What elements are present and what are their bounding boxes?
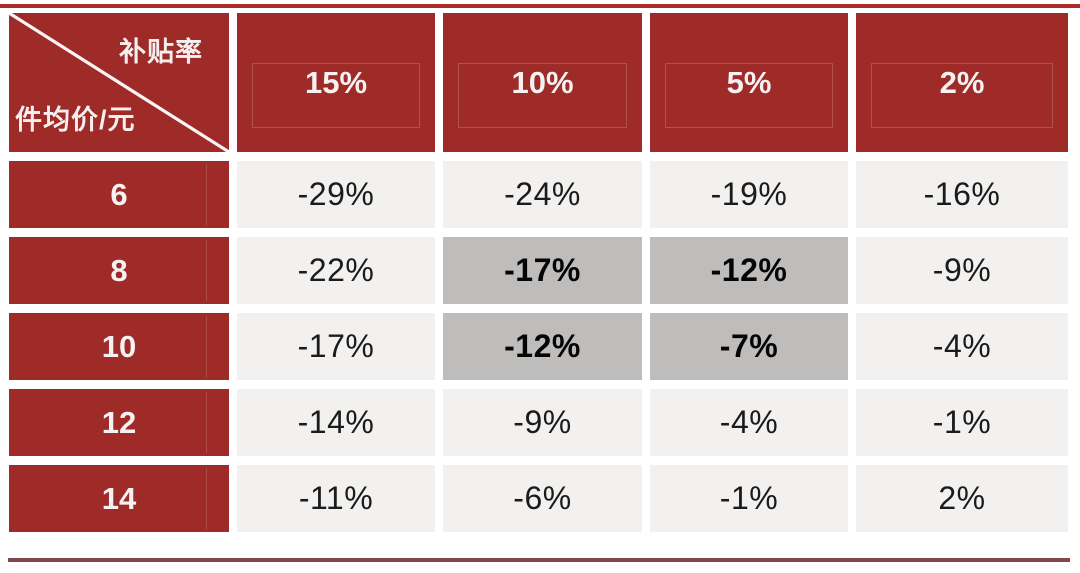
data-cell-r3-c0: -14% [237, 389, 435, 456]
data-cell-r3-c1: -9% [443, 389, 642, 456]
data-cell-r0-c2: -19% [650, 161, 848, 228]
diagonal-divider-icon [9, 13, 229, 152]
corner-top-label: 补贴率 [119, 37, 203, 67]
matrix-table: 补贴率 件均价/元 15% 10% 5% 2% 6 -29% -24% -19% -16% 8 -2… [9, 13, 1068, 532]
data-cell-r0-c3: -16% [856, 161, 1068, 228]
data-cell-r3-c2: -4% [650, 389, 848, 456]
data-cell-r2-c2: -7% [650, 313, 848, 380]
data-cell-r1-c0: -22% [237, 237, 435, 304]
data-cell-r3-c3: -1% [856, 389, 1068, 456]
column-header-5%: 5% [650, 13, 848, 152]
row-header-12: 12 [9, 389, 229, 456]
data-cell-r0-c0: -29% [237, 161, 435, 228]
data-cell-r2-c0: -17% [237, 313, 435, 380]
data-cell-r4-c1: -6% [443, 465, 642, 532]
data-cell-r4-c2: -1% [650, 465, 848, 532]
row-header-10: 10 [9, 313, 229, 380]
column-header-2%: 2% [856, 13, 1068, 152]
data-cell-r0-c1: -24% [443, 161, 642, 228]
bottom-rule [8, 558, 1070, 562]
row-header-14: 14 [9, 465, 229, 532]
column-header-15%: 15% [237, 13, 435, 152]
corner-bottom-label: 件均价/元 [15, 105, 136, 135]
data-cell-r4-c3: 2% [856, 465, 1068, 532]
column-header-10%: 10% [443, 13, 642, 152]
data-cell-r4-c0: -11% [237, 465, 435, 532]
data-cell-r1-c3: -9% [856, 237, 1068, 304]
data-cell-r1-c2: -12% [650, 237, 848, 304]
data-cell-r2-c1: -12% [443, 313, 642, 380]
row-header-8: 8 [9, 237, 229, 304]
data-cell-r2-c3: -4% [856, 313, 1068, 380]
row-header-6: 6 [9, 161, 229, 228]
corner-header-cell: 补贴率 件均价/元 [9, 13, 229, 152]
top-rule [0, 4, 1080, 8]
data-cell-r1-c1: -17% [443, 237, 642, 304]
